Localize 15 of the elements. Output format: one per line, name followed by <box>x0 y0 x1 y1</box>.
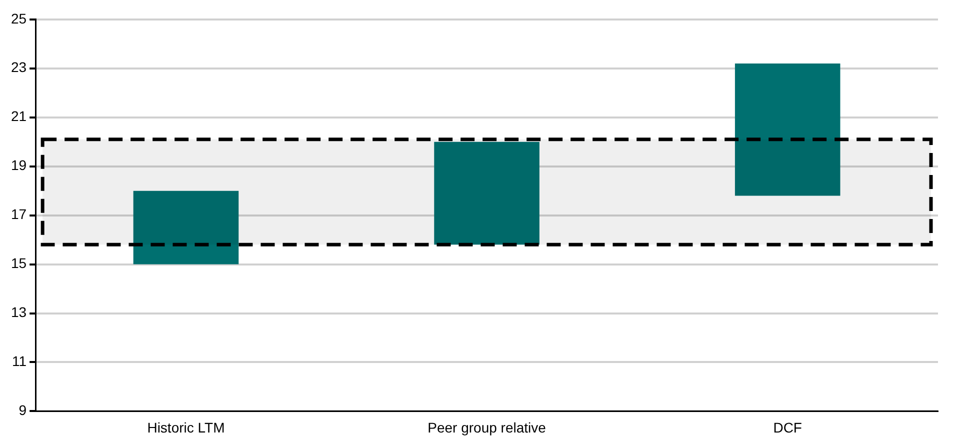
x-tick-label: Peer group relative <box>428 419 546 436</box>
bar <box>133 190 239 264</box>
y-tick-label: 19 <box>10 157 27 174</box>
y-tick-label: 17 <box>10 206 27 222</box>
y-tick-label: 23 <box>10 59 27 76</box>
y-tick-label: 13 <box>10 304 27 320</box>
bar <box>434 142 540 245</box>
x-tick-label: Historic LTM <box>147 419 225 436</box>
y-tick-label: 9 <box>18 402 27 418</box>
y-tick-label: 21 <box>10 108 27 124</box>
y-tick-label: 11 <box>12 353 27 370</box>
bar <box>734 63 840 196</box>
x-tick-label: DCF <box>773 419 802 436</box>
y-tick-label: 15 <box>10 255 27 272</box>
y-tick-label: 25 <box>10 10 27 26</box>
